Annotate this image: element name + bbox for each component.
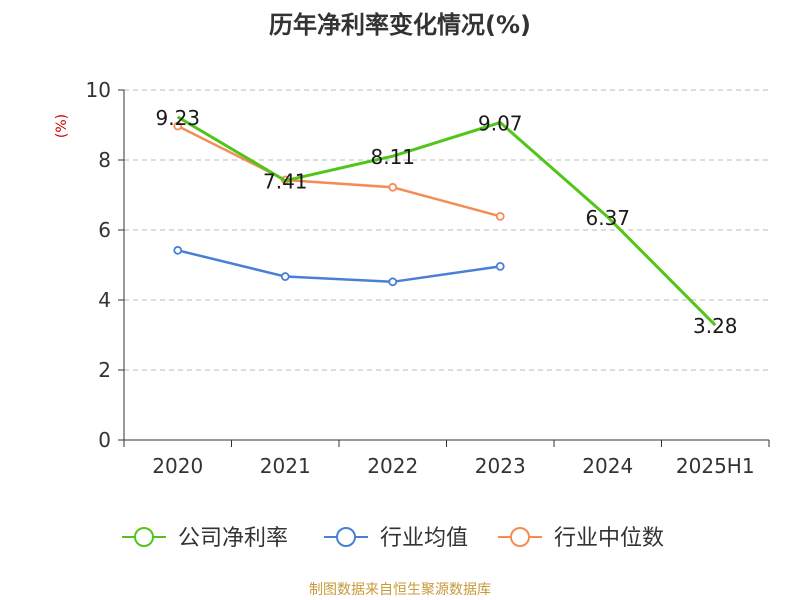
x-tick-label: 2020 xyxy=(152,454,203,478)
y-tick-labels: 0 2 4 6 8 10 xyxy=(86,78,111,452)
series-line xyxy=(176,115,717,327)
legend-marker xyxy=(336,527,356,547)
series-2 xyxy=(173,121,505,221)
source-note: 制图数据来自恒生聚源数据库 xyxy=(309,582,491,598)
data-point[interactable] xyxy=(495,211,505,221)
legend-item[interactable]: 行业均值 xyxy=(324,526,468,551)
data-label: 7.41 xyxy=(263,170,308,194)
series-line xyxy=(177,249,501,284)
legend-item[interactable]: 行业中位数 xyxy=(498,526,664,551)
legend[interactable]: 公司净利率 行业均值 行业中位数 xyxy=(122,526,664,551)
chart-title: 历年净利率变化情况(%) xyxy=(269,11,531,39)
series-0 xyxy=(176,115,717,327)
y-tick-label: 8 xyxy=(98,148,111,172)
x-tick-label: 2023 xyxy=(475,454,526,478)
x-tick-labels: 2020 2021 2022 2023 2024 2025H1 xyxy=(152,454,754,478)
y-axis-label: (%) xyxy=(54,114,70,138)
y-tick-label: 10 xyxy=(86,78,111,102)
data-point[interactable] xyxy=(173,245,183,255)
series-1 xyxy=(173,245,505,287)
data-point[interactable] xyxy=(495,261,505,271)
data-label: 6.37 xyxy=(585,206,630,230)
y-tick-label: 6 xyxy=(98,218,111,242)
legend-label: 行业均值 xyxy=(380,526,468,551)
legend-item[interactable]: 公司净利率 xyxy=(122,526,288,551)
data-label: 3.28 xyxy=(693,314,738,338)
series-line xyxy=(177,124,501,218)
gridlines xyxy=(124,89,769,371)
x-tick-label: 2024 xyxy=(582,454,633,478)
data-label: 8.11 xyxy=(370,145,415,169)
data-label: 9.23 xyxy=(155,106,200,130)
x-tick-label: 2022 xyxy=(367,454,418,478)
x-tick-label: 2025H1 xyxy=(676,454,755,478)
data-point[interactable] xyxy=(173,121,183,131)
legend-marker xyxy=(134,527,154,547)
data-point[interactable] xyxy=(388,182,398,192)
data-point[interactable] xyxy=(388,277,398,287)
series-group: 9.23 7.41 8.11 9.07 6.37 3.28 xyxy=(155,106,737,338)
x-tick-label: 2021 xyxy=(260,454,311,478)
data-label: 9.07 xyxy=(478,112,523,136)
y-tick-label: 0 xyxy=(98,428,111,452)
axes xyxy=(118,89,770,447)
y-tick-label: 2 xyxy=(98,358,111,382)
data-point[interactable] xyxy=(280,272,290,281)
legend-label: 公司净利率 xyxy=(178,526,288,551)
y-tick-label: 4 xyxy=(98,288,111,312)
legend-marker xyxy=(510,527,530,547)
legend-label: 行业中位数 xyxy=(554,526,664,551)
